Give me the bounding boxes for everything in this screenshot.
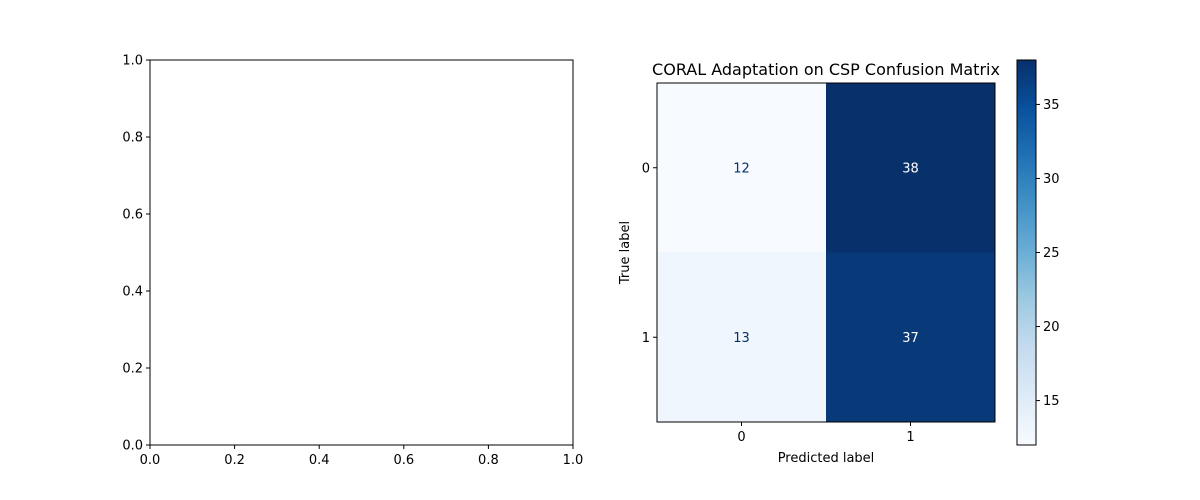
matrix-cell-value: 37: [902, 331, 919, 346]
left-axes: 0.0 0.2 0.4 0.6 0.8 1.0 0.0 0.2 0.4 0.6 0.8 1.0: [122, 54, 583, 469]
matrix-cell-value: 13: [733, 331, 750, 346]
colorbar-tick-label: 30: [1043, 172, 1060, 187]
matrix-cell: [826, 83, 995, 253]
left-x-tick-label: 0.8: [478, 453, 499, 468]
left-x-tick-label: 0.0: [140, 453, 161, 468]
left-y-tick-label: 0.8: [122, 131, 143, 146]
matrix-frame: [656, 82, 996, 423]
left-x-tick-label: 0.2: [224, 453, 245, 468]
matrix-cell: [826, 252, 995, 422]
left-y-tick-label: 1.0: [122, 54, 143, 69]
colorbar-tick-label: 20: [1043, 320, 1060, 335]
left-y-tick-label: 0.0: [122, 439, 143, 454]
confusion-matrix-axes: CORAL Adaptation on CSP Confusion Matrix…: [618, 60, 1000, 466]
colorbar-tick-label: 35: [1043, 98, 1060, 113]
colorbar-ticks: 15 20 25 30 35: [1036, 98, 1060, 409]
colorbar-tick-label: 25: [1043, 246, 1060, 261]
matrix-x-tick-label: 1: [906, 430, 914, 445]
left-x-tick-label: 0.6: [393, 453, 414, 468]
colorbar-tick-label: 15: [1043, 394, 1060, 409]
matrix-y-ticks: 01: [642, 161, 657, 346]
left-y-tick-label: 0.2: [122, 362, 143, 377]
left-x-tick-label: 1.0: [563, 453, 584, 468]
matrix-cells: 12 38 13 37: [657, 83, 995, 422]
colorbar: 15 20 25 30 35: [1016, 59, 1060, 446]
left-x-tick-label: 0.4: [309, 453, 330, 468]
chart-title: CORAL Adaptation on CSP Confusion Matrix: [652, 60, 1000, 79]
left-y-tick-label: 0.6: [122, 208, 143, 223]
x-axis-label: Predicted label: [778, 451, 875, 466]
matrix-cell: [657, 252, 826, 422]
left-axes-frame: [149, 59, 574, 446]
y-axis-label: True label: [618, 221, 633, 285]
left-y-ticks: 0.0 0.2 0.4 0.6 0.8 1.0: [122, 54, 150, 454]
matrix-cell-value: 12: [733, 161, 750, 176]
left-x-ticks: 0.0 0.2 0.4 0.6 0.8 1.0: [140, 445, 584, 468]
matrix-cell: [657, 83, 826, 253]
left-y-tick-label: 0.4: [122, 285, 143, 300]
matrix-x-tick-label: 0: [737, 430, 745, 445]
matrix-y-tick-label: 0: [642, 161, 650, 176]
colorbar-gradient: [1016, 59, 1037, 446]
matrix-cell-value: 38: [902, 161, 919, 176]
matrix-y-tick-label: 1: [642, 331, 650, 346]
